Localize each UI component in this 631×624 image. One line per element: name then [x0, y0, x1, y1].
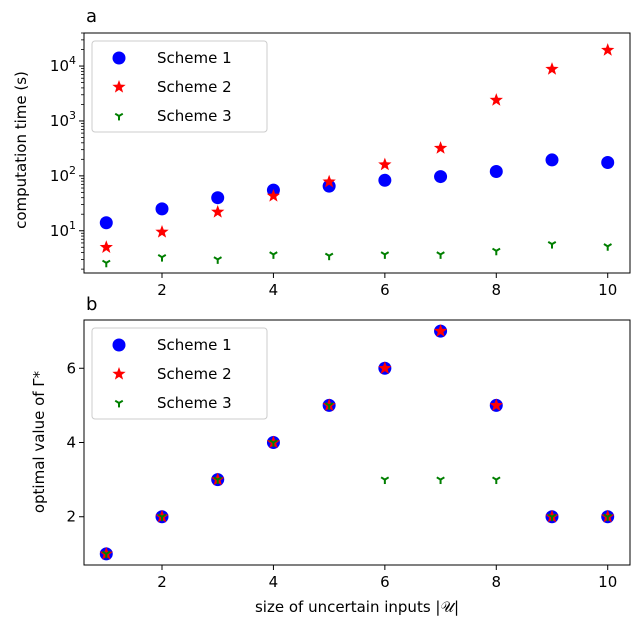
- point-b-s3-5: [324, 402, 334, 410]
- point-a-s2-7: [433, 141, 448, 154]
- point-a-s2-3: [211, 204, 225, 218]
- point-a-s3-8: [491, 247, 501, 256]
- point-b-s2-7: [433, 324, 448, 337]
- ytick-label-b-6: 6: [66, 359, 76, 377]
- ytick-label-a-100: 102: [50, 164, 76, 185]
- panel-b-marks: [99, 324, 615, 561]
- point-a-s2-5: [322, 174, 336, 188]
- legend-marker-b-s1: [112, 338, 126, 352]
- point-a-s1-2: [155, 202, 169, 216]
- panel-b-ylabel-text: optimal value of Γ*: [30, 370, 48, 513]
- xtick-label-b-8: 8: [492, 573, 502, 591]
- point-a-s1-6: [378, 173, 392, 187]
- point-a-s3-1: [101, 259, 111, 268]
- legend-label-a-s1: Scheme 1: [157, 49, 232, 67]
- point-b-s3-4: [269, 439, 278, 447]
- legend-marker-a-s3: [114, 112, 124, 121]
- point-a-s2-4: [266, 188, 281, 202]
- point-a-s3-6: [380, 251, 390, 259]
- point-b-s3-1: [101, 550, 111, 559]
- panel-b-ylabel: optimal value of Γ*: [30, 370, 48, 513]
- legend-label-a-s2: Scheme 2: [157, 78, 232, 96]
- panel-b-xlabel: size of uncertain inputs |𝒰|: [255, 598, 459, 616]
- legend-box-b: [91, 327, 268, 420]
- point-b-s2-8: [489, 398, 503, 412]
- panel-a: a computation time (s) 2 4 6 8 10 101 102 103 10…: [12, 6, 631, 299]
- point-a-s2-2: [155, 224, 169, 238]
- point-b-s3-9: [547, 513, 557, 522]
- legend-marker-b-s2: [112, 367, 126, 380]
- point-b-s3-10: [603, 513, 613, 522]
- point-a-s1-3: [211, 191, 225, 205]
- panel-a-ylabel: computation time (s): [12, 71, 30, 229]
- point-b-s3-7: [436, 476, 445, 485]
- point-a-s1-5: [322, 179, 336, 193]
- point-a-s3-4: [269, 251, 278, 259]
- point-a-s1-7: [434, 170, 448, 184]
- point-b-s3-2: [157, 513, 167, 522]
- point-a-s2-10: [601, 43, 615, 56]
- legend-marker-b-s3: [114, 399, 124, 408]
- legend-marker-a-s1: [112, 51, 126, 65]
- xtick-label-a-8: 8: [492, 281, 502, 299]
- legend-label-b-s3: Scheme 3: [157, 394, 232, 412]
- point-a-s1-9: [545, 153, 559, 167]
- point-a-s3-9: [547, 240, 557, 249]
- xtick-label-b-10: 10: [598, 573, 617, 591]
- point-a-s1-1: [99, 216, 113, 230]
- panel-a-label: a: [86, 6, 97, 27]
- point-a-s3-3: [213, 256, 223, 264]
- panel-a-marks: [99, 43, 615, 268]
- ytick-label-a-1000: 103: [50, 109, 76, 130]
- xtick-label-b-6: 6: [380, 573, 390, 591]
- legend-label-a-s3: Scheme 3: [157, 107, 232, 125]
- xtick-label-a-10: 10: [598, 281, 617, 299]
- point-a-s2-8: [489, 93, 503, 106]
- point-b-s2-6: [378, 361, 392, 374]
- ytick-label-b-2: 2: [66, 508, 76, 526]
- point-a-s3-2: [157, 254, 167, 262]
- legend-label-b-s2: Scheme 2: [157, 365, 232, 383]
- xtick-label-b-2: 2: [157, 573, 167, 591]
- xtick-label-a-2: 2: [157, 281, 167, 299]
- panel-b-frame: [83, 319, 631, 566]
- panel-a-frame: [83, 32, 631, 274]
- panel-b-ticks: 2 4 6 8 10 2 4 6: [66, 359, 617, 591]
- point-a-s2-1: [99, 240, 113, 253]
- panel-a-ticks: 2 4 6 8 10 101 102 103 104: [50, 32, 617, 299]
- panel-b-legend: Scheme 1 Scheme 2 Scheme 3: [91, 327, 268, 420]
- point-a-s2-6: [378, 157, 392, 171]
- point-b-s3-3: [213, 476, 223, 485]
- panel-a-legend: Scheme 1 Scheme 2 Scheme 3: [91, 40, 268, 133]
- point-a-s3-7: [436, 251, 445, 259]
- ytick-label-b-4: 4: [66, 434, 76, 452]
- point-a-s2-9: [545, 62, 559, 75]
- panel-b: b optimal value of Γ* 2 4 6 8 10 2 4 6 Scheme 1…: [30, 294, 631, 616]
- point-a-s1-10: [601, 156, 615, 170]
- point-a-s3-10: [603, 243, 613, 251]
- legend-marker-a-s2: [112, 80, 126, 93]
- point-b-s3-8: [491, 476, 501, 485]
- xtick-label-a-4: 4: [269, 281, 279, 299]
- ytick-label-a-10: 101: [50, 219, 76, 240]
- panel-b-label: b: [86, 294, 97, 315]
- point-a-s3-5: [324, 252, 334, 261]
- point-b-s3-6: [380, 476, 390, 485]
- ytick-label-a-10000: 104: [50, 54, 76, 75]
- xtick-label-a-6: 6: [380, 281, 390, 299]
- legend-box-a: [91, 40, 268, 133]
- legend-label-b-s1: Scheme 1: [157, 336, 232, 354]
- xtick-label-b-4: 4: [269, 573, 279, 591]
- point-a-s1-8: [489, 165, 503, 179]
